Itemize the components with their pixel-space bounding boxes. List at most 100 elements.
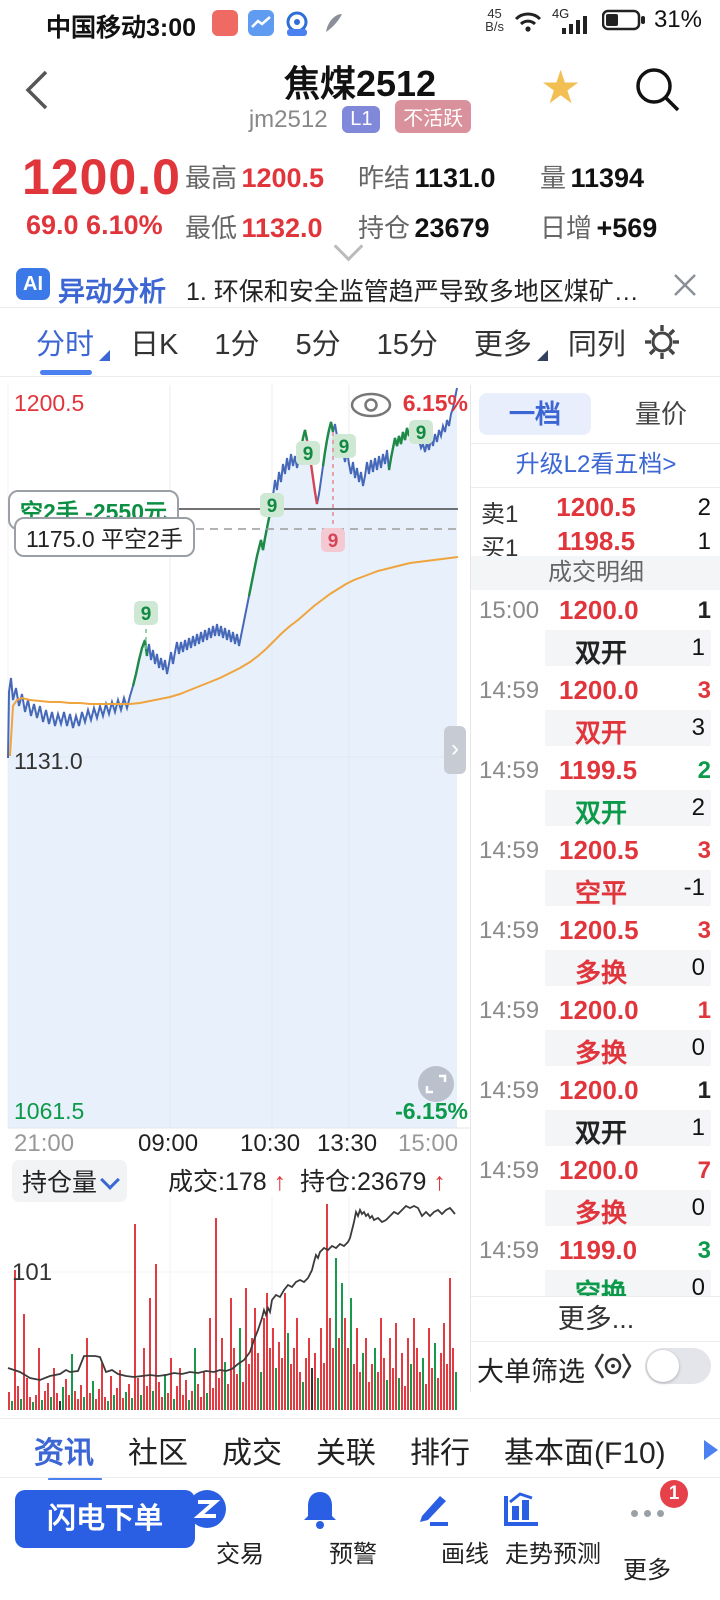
nav-more-arrow-icon[interactable] (704, 1440, 718, 1460)
trade-row[interactable]: 14:59 1200.0 7 多换 0 (471, 1150, 720, 1230)
trade-direction: 多换 (575, 1038, 628, 1068)
toolbar-more[interactable]: 更多 1 (592, 1480, 702, 1585)
toolbar-trade[interactable]: 交易 (185, 1488, 295, 1569)
trade-row[interactable]: 15:00 1200.0 1 双开 1 (471, 590, 720, 670)
back-icon[interactable] (24, 68, 50, 112)
nav-tab-0[interactable]: 资讯 (34, 1428, 102, 1482)
filter-settings-icon[interactable] (593, 1350, 633, 1382)
high-value: 1200.5 (241, 163, 325, 193)
trade-oi-change: 0 (691, 1034, 705, 1061)
panel-collapse-handle[interactable]: › (444, 726, 466, 774)
trade-direction: 空平 (575, 878, 628, 908)
toolbar-item-label: 预警 (329, 1541, 377, 1568)
trade-row[interactable]: 14:59 1200.0 1 双开 1 (471, 1070, 720, 1150)
nav-tab-5[interactable]: 基本面(F10) (504, 1437, 666, 1470)
ai-icon: AI (16, 268, 50, 300)
level1-panel: 一档 量价 升级L2看五档> 卖1 1200.5 2 买1 1198.5 1 成… (470, 385, 720, 1392)
svg-text:101: 101 (12, 1259, 52, 1286)
big-order-filter-row: 大单筛选 (471, 1340, 720, 1392)
trade-price: 1200.0 (559, 1155, 639, 1185)
nav-tab-3[interactable]: 关联 (316, 1437, 376, 1470)
favorite-star-icon[interactable]: ★ (540, 61, 582, 113)
svg-text:9: 9 (416, 423, 427, 444)
ai-analysis-bar[interactable]: AI 异动分析 1. 环保和安全监管趋严导致多地区煤矿停产或... (0, 262, 720, 308)
nav-tab-2[interactable]: 成交 (222, 1437, 282, 1470)
indicator-selector[interactable]: 持仓量 (12, 1160, 128, 1202)
price-change: 69.0 6.10% (26, 210, 163, 240)
axis-max-percent: 6.15% (402, 390, 468, 416)
filter-toggle[interactable] (645, 1348, 711, 1384)
close-icon[interactable] (672, 272, 698, 298)
trade-row[interactable]: 14:59 1200.5 3 空平 -1 (471, 830, 720, 910)
trade-direction: 多换 (575, 958, 628, 988)
trade-volume: 1 (697, 997, 711, 1024)
battery-icon (601, 9, 645, 31)
bid-row[interactable]: 买1 1198.5 1 (471, 523, 720, 562)
more-link[interactable]: 更多... (471, 1296, 720, 1342)
trade-time: 14:59 (479, 677, 540, 704)
bottom-toolbar: 闪电下单 交易 预警 画线 走势预测 更多 1 (0, 1480, 720, 1600)
period-tab-5[interactable]: 更多 (474, 321, 548, 363)
ai-text: 1. 环保和安全监管趋严导致多地区煤矿停产或... (186, 278, 656, 306)
trade-volume: 1 (697, 1077, 711, 1104)
period-tab-2[interactable]: 1分 (214, 329, 260, 361)
tab-level1[interactable]: 一档 (479, 393, 591, 435)
contract-code: jm2512 (248, 106, 328, 133)
prev-settle-value: 1131.0 (414, 163, 496, 193)
trade-oi-change: 3 (691, 714, 705, 741)
page-title: 焦煤2512 (283, 63, 437, 104)
period-tab-4[interactable]: 15分 (376, 329, 438, 361)
fullscreen-button[interactable] (418, 1066, 454, 1102)
intraday-chart[interactable]: 9 9 9 9 9 9 (0, 378, 470, 1130)
trade-row[interactable]: 14:59 1200.0 1 多换 0 (471, 990, 720, 1070)
status-indicators: 45 B/s 4G 31% (485, 6, 702, 34)
trade-detail-list[interactable]: 15:00 1200.0 1 双开 1 14:59 1200.0 3 双开 3 … (471, 590, 720, 1296)
upgrade-l2-link[interactable]: 升级L2看五档> (471, 443, 720, 488)
nav-tab-4[interactable]: 排行 (410, 1437, 470, 1470)
search-icon[interactable] (632, 64, 684, 116)
svg-text:9: 9 (328, 531, 339, 552)
prev-settle-label: 昨结 (358, 163, 411, 193)
ask-label: 卖1 (481, 501, 519, 528)
period-tab-0[interactable]: 分时 (36, 321, 111, 375)
toolbar-item-label: 更多 (623, 1557, 671, 1584)
gear-icon[interactable] (642, 322, 682, 362)
net-speed-value: 45 (487, 6, 502, 21)
last-price: 1200.0 (22, 149, 181, 205)
period-tab-6[interactable]: 同列 (567, 329, 626, 361)
trade-row[interactable]: 14:59 1199.0 3 空换 0 (471, 1230, 720, 1296)
trade-row[interactable]: 14:59 1200.0 3 双开 3 (471, 670, 720, 750)
tick-1500: 15:00 (398, 1130, 459, 1157)
trade-oi-change: 0 (691, 1274, 705, 1296)
volume-label: 量 (540, 163, 567, 193)
volume-oi-chart[interactable]: 101 (0, 1196, 470, 1412)
trade-oi-change: 1 (691, 634, 705, 661)
trade-time: 14:59 (479, 837, 540, 864)
ask-row[interactable]: 卖1 1200.5 2 (471, 489, 720, 528)
tab-volume-price[interactable]: 量价 (634, 399, 687, 429)
ai-title: 异动分析 (58, 277, 166, 307)
trade-row[interactable]: 14:59 1200.5 3 多换 0 (471, 910, 720, 990)
ask-qty: 2 (697, 494, 711, 521)
toolbar-forecast[interactable]: 走势预测 (498, 1488, 608, 1569)
flash-order-button[interactable]: 闪电下单 (15, 1490, 195, 1548)
close-order-label[interactable]: 1175.0 平空2手 (14, 517, 195, 557)
low-value: 1132.0 (241, 213, 323, 243)
period-tab-3[interactable]: 5分 (295, 329, 341, 361)
toolbar-alert[interactable]: 预警 (298, 1488, 408, 1569)
trade-direction: 双开 (575, 1118, 628, 1148)
trade-time: 14:59 (479, 1237, 540, 1264)
eye-icon[interactable] (348, 390, 394, 420)
net-speed-unit: B/s (485, 19, 504, 34)
notification-badge: 1 (660, 1480, 688, 1508)
trade-row[interactable]: 14:59 1199.5 2 双开 2 (471, 750, 720, 830)
trade-volume: 7 (697, 1157, 711, 1184)
axis-max-price: 1200.5 (14, 390, 85, 416)
axis-min-percent: -6.15% (395, 1098, 468, 1124)
nav-tab-1[interactable]: 社区 (128, 1437, 188, 1470)
period-tab-1[interactable]: 日K (130, 329, 179, 361)
toolbar-draw[interactable]: 画线 (410, 1488, 520, 1569)
notification-app-icon-red (212, 10, 238, 36)
trade-volume: 3 (697, 1237, 711, 1264)
